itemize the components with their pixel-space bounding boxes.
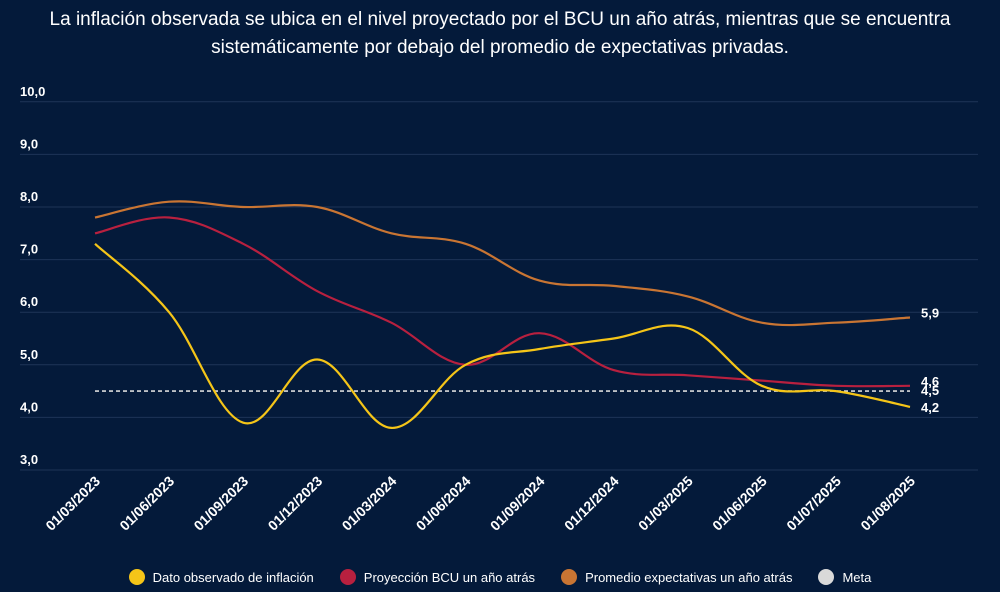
y-axis-ticks: 3,0 4,0 5,0 6,0 7,0 8,0 9,0 10,0	[20, 84, 45, 467]
y-tick-label: 7,0	[20, 242, 38, 257]
legend: Dato observado de inflación Proyección BC…	[0, 566, 1000, 588]
legend-item: Promedio expectativas un año atrás	[561, 569, 792, 585]
x-tick-label: 01/06/2024	[413, 473, 474, 534]
y-tick-label: 8,0	[20, 189, 38, 204]
x-tick-label: 01/06/2023	[116, 473, 177, 534]
x-tick-label: 01/03/2023	[42, 473, 103, 534]
grid	[20, 101, 978, 471]
x-tick-label: 01/03/2025	[635, 473, 696, 534]
chart-title: La inflación observada se ubica en el ni…	[0, 6, 1000, 62]
legend-marker-icon	[818, 569, 835, 585]
x-tick-label: 01/09/2024	[487, 473, 548, 534]
legend-label: Promedio expectativas un año atrás	[585, 569, 793, 585]
x-tick-label: 01/12/2024	[561, 473, 622, 534]
end-label: 4,6	[921, 374, 939, 389]
y-tick-label: 3,0	[20, 452, 38, 467]
legend-label: Meta	[842, 569, 872, 585]
x-tick-label: 01/12/2023	[265, 473, 326, 534]
chart-title-line-1: La inflación observada se ubica en el ni…	[49, 9, 951, 30]
y-tick-label: 9,0	[20, 136, 38, 151]
end-label: 5,9	[921, 305, 939, 320]
legend-marker-icon	[561, 569, 578, 585]
legend-label: Dato observado de inflación	[152, 569, 314, 585]
legend-marker-icon	[339, 569, 356, 585]
y-tick-label: 4,0	[20, 399, 38, 414]
series	[94, 200, 911, 430]
end-labels: 4,2 4,6 5,9 4,5	[921, 305, 939, 414]
legend-label: Proyección BCU un año atrás	[363, 569, 536, 585]
x-tick-label: 01/08/2025	[857, 473, 918, 534]
y-tick-label: 10,0	[20, 84, 45, 99]
x-tick-label: 01/07/2025	[783, 473, 844, 534]
y-tick-label: 6,0	[20, 294, 38, 309]
legend-marker-icon	[128, 569, 145, 585]
x-tick-label: 01/06/2025	[709, 473, 770, 534]
legend-item: Dato observado de inflación	[128, 569, 314, 585]
y-tick-label: 5,0	[20, 347, 38, 362]
end-label: 4,5	[921, 383, 939, 398]
x-tick-label: 01/09/2023	[190, 473, 251, 534]
x-tick-label: 01/03/2024	[339, 473, 400, 534]
series-line	[94, 216, 911, 388]
legend-item: Meta	[818, 569, 871, 585]
series-line	[94, 242, 911, 430]
legend-item: Proyección BCU un año atrás	[339, 569, 536, 585]
end-label: 4,2	[921, 400, 939, 415]
x-axis-ticks: 01/03/2023 01/06/2023 01/09/2023 01/12/2023…	[42, 473, 918, 534]
series-line	[94, 200, 911, 327]
chart-title-line-2: sistemáticamente por debajo del promedio…	[211, 37, 789, 58]
